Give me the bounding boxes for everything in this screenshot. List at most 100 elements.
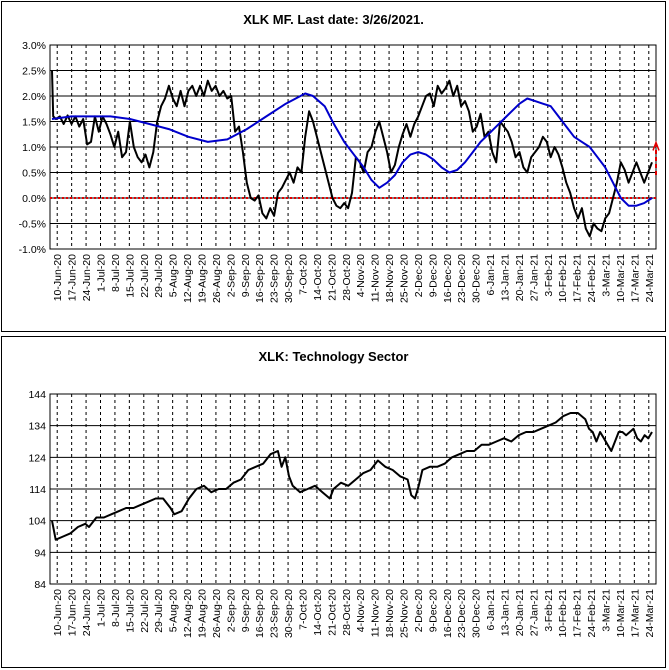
x-tick-label: 23-Sep-20 [269,254,281,303]
x-tick-label: 24-Jun-20 [81,589,93,636]
x-tick-label: 10-Feb-21 [557,254,569,303]
y-tick-label: -0.5% [19,219,46,231]
y-tick-label: 134 [28,421,46,433]
x-tick-label: 10-Jun-20 [52,254,64,301]
x-tick-label: 5-Aug-20 [168,254,180,297]
x-tick-label: 24-Mar-21 [644,589,656,638]
x-tick-label: 8-Jul-20 [110,589,122,627]
y-tick-label: 3.0% [22,40,46,52]
x-tick-label: 27-Jan-21 [528,589,540,636]
y-tick-label: 2.0% [22,91,46,103]
x-tick-label: 2-Sep-20 [225,589,237,632]
x-tick-label: 30-Sep-20 [283,254,295,303]
x-tick-label: 16-Dec-20 [442,589,454,638]
y-tick-label: 1.5% [22,117,46,129]
x-tick-label: 17-Mar-21 [629,254,641,303]
x-tick-label: 15-Jul-20 [124,589,136,633]
chart-title: XLK MF. Last date: 3/26/2021. [243,12,424,27]
x-tick-label: 20-Jan-21 [514,254,526,301]
x-tick-label: 18-Nov-20 [384,589,396,638]
x-tick-label: 6-Jan-21 [485,254,497,296]
x-tick-label: 24-Jun-20 [81,254,93,301]
x-tick-label: 27-Jan-21 [528,254,540,301]
y-tick-label: 0.5% [22,168,46,180]
x-tick-label: 14-Oct-20 [312,589,324,636]
x-tick-label: 9-Dec-20 [427,589,439,632]
x-tick-label: 23-Dec-20 [456,254,468,303]
x-tick-label: 3-Feb-21 [543,589,555,632]
x-tick-label: 21-Oct-20 [326,589,338,636]
x-tick-label: 25-Nov-20 [399,254,411,303]
x-tick-label: 17-Feb-21 [572,589,584,638]
x-tick-label: 14-Oct-20 [312,254,324,301]
x-tick-label: 6-Jan-21 [485,589,497,631]
x-tick-label: 19-Aug-20 [197,589,209,638]
x-tick-label: 4-Nov-20 [355,589,367,632]
x-tick-label: 2-Sep-20 [225,254,237,297]
y-tick-label: 94 [34,547,46,559]
x-tick-label: 11-Nov-20 [370,589,382,637]
x-tick-label: 3-Feb-21 [543,254,555,297]
x-tick-label: 11-Nov-20 [370,254,382,302]
mf-chart-panel: XLK MF. Last date: 3/26/2021. 3.0% 2.5% 2.… [1,1,666,332]
x-tick-label: 12-Aug-20 [182,254,194,303]
y-tick-label: 2.5% [22,66,46,78]
x-tick-label: 17-Feb-21 [572,254,584,303]
x-tick-label: 26-Aug-20 [211,589,223,638]
x-tick-label: 17-Mar-21 [629,589,641,638]
x-tick-label: 8-Jul-20 [110,254,122,292]
y-tick-label: 84 [34,579,46,591]
x-tick-label: 21-Oct-20 [326,254,338,301]
x-tick-label: 15-Jul-20 [124,254,136,298]
series-line-1 [51,412,653,541]
x-tick-label: 19-Aug-20 [197,254,209,303]
chart-title: XLK: Technology Sector [258,349,409,364]
y-tick-label: 1.0% [22,142,46,154]
x-tick-label: 13-Jan-21 [500,254,512,301]
x-tick-label: 23-Dec-20 [456,589,468,638]
x-tick-label: 9-Sep-20 [240,589,252,632]
x-tick-label: 20-Jan-21 [514,589,526,636]
x-tick-label: 7-Oct-20 [298,589,310,630]
x-tick-label: 9-Sep-20 [240,254,252,297]
red-arrow-head [652,140,660,151]
x-tick-label: 10-Jun-20 [52,589,64,636]
x-tick-label: 7-Oct-20 [298,254,310,295]
x-tick-label: 5-Aug-20 [168,589,180,632]
y-tick-label: 104 [28,516,46,528]
x-tick-label: 1-Jul-20 [96,589,108,627]
x-tick-label: 1-Jul-20 [96,254,108,292]
x-tick-label: 29-Jul-20 [153,254,165,298]
x-tick-label: 13-Jan-21 [500,589,512,636]
x-tick-label: 2-Dec-20 [413,254,425,297]
x-tick-label: 24-Mar-21 [644,254,656,303]
x-tick-label: 2-Dec-20 [413,589,425,632]
x-tick-label: 30-Dec-20 [471,254,483,303]
x-tick-label: 16-Sep-20 [254,589,266,638]
x-tick-label: 10-Mar-21 [615,589,627,638]
x-tick-label: 4-Nov-20 [355,254,367,297]
x-tick-label: 26-Aug-20 [211,254,223,303]
x-tick-label: 17-Jun-20 [67,254,79,301]
y-tick-label: 114 [29,484,46,496]
x-tick-label: 28-Oct-20 [341,254,353,301]
x-tick-label: 29-Jul-20 [153,589,165,633]
x-tick-label: 24-Feb-21 [586,254,598,303]
series-line-1 [51,70,653,238]
x-tick-label: 24-Feb-21 [586,589,598,638]
x-tick-label: 23-Sep-20 [269,589,281,638]
series-line-2 [51,92,653,207]
x-tick-label: 22-Jul-20 [139,254,151,298]
y-tick-label: 124 [28,452,46,464]
y-tick-label: 0.0% [22,193,46,205]
mf-chart: 3.0% 2.5% 2.0% 1.5% 1.0% 0.5% 0.0% -0.5% -1.0% 10… [19,40,660,303]
x-tick-label: 16-Sep-20 [254,254,266,303]
price-chart-panel: XLK: Technology Sector 144 134 124 114 104 94… [1,336,666,668]
x-tick-label: 3-Mar-21 [601,589,613,632]
y-tick-label: -1.0% [19,244,46,256]
x-tick-label: 16-Dec-20 [442,254,454,303]
x-tick-label: 3-Mar-21 [601,254,613,297]
y-tick-label: 144 [28,389,46,401]
x-tick-label: 10-Feb-21 [557,589,569,638]
